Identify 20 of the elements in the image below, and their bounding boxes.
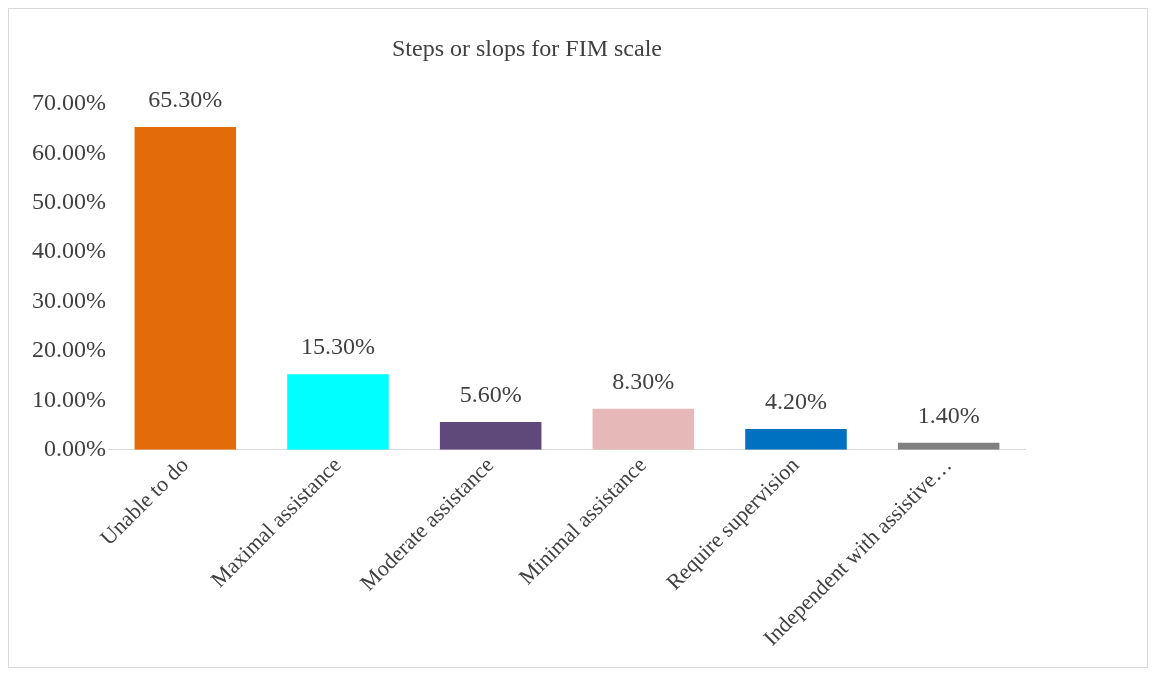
- bar: [745, 428, 847, 450]
- y-tick-label: 40.00%: [31, 237, 106, 264]
- chart-title: Steps or slops for FIM scale: [392, 34, 662, 61]
- data-label: 65.30%: [148, 86, 223, 113]
- y-tick-label: 60.00%: [31, 138, 106, 165]
- data-label: 15.30%: [300, 333, 375, 360]
- bar: [439, 422, 542, 450]
- y-tick-label: 30.00%: [31, 286, 106, 313]
- y-tick-label: 70.00%: [31, 89, 106, 116]
- y-tick-label: 50.00%: [31, 187, 106, 214]
- bar: [287, 374, 389, 450]
- data-label: 4.20%: [765, 388, 827, 415]
- bar: [592, 408, 695, 450]
- data-label: 8.30%: [612, 368, 675, 395]
- y-tick-label: 10.00%: [31, 385, 106, 412]
- data-label: 1.40%: [917, 402, 980, 429]
- data-label: 5.60%: [459, 381, 522, 408]
- bar: [134, 127, 237, 450]
- y-tick-label: 20.00%: [31, 336, 106, 363]
- y-tick-label: 0.00%: [43, 435, 106, 462]
